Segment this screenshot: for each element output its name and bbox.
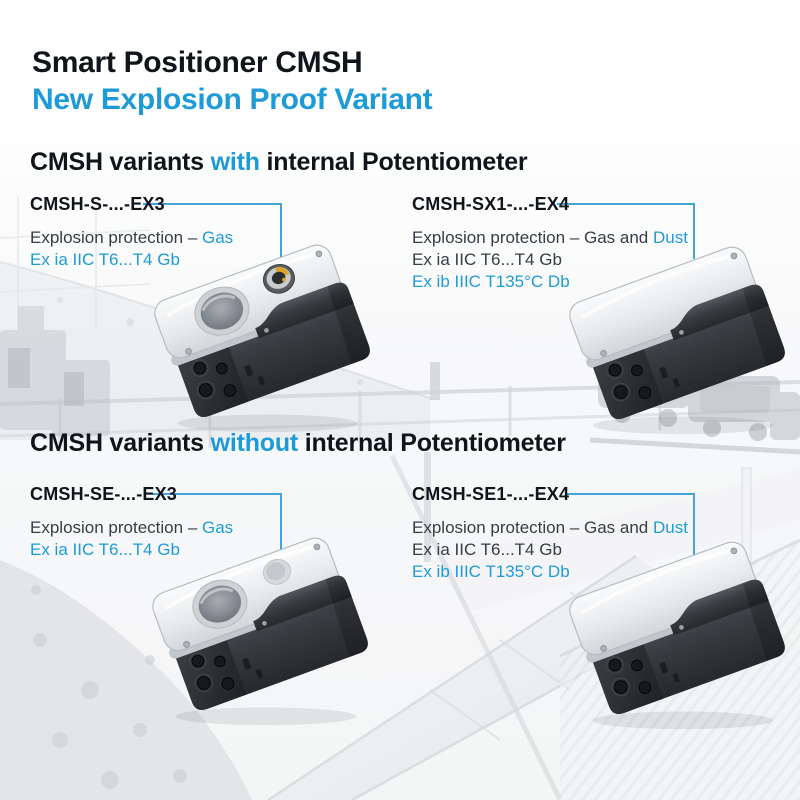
heading-highlight: without [210, 429, 299, 457]
spec-text-accent: Ex ia IIC T6...T4 Gb [30, 250, 180, 269]
spec-line: Ex ia IIC T6...T4 Gb [30, 249, 400, 271]
spec-line: Explosion protection – Gas [30, 227, 400, 249]
spec-line: Ex ia IIC T6...T4 Gb [30, 539, 400, 561]
product-callout-cmsh-se1-ex4: CMSH-SE1-...-EX4 Explosion protection – … [412, 484, 782, 583]
spec-line: Ex ia IIC T6...T4 Gb [412, 539, 782, 561]
product-callout-cmsh-se-ex3: CMSH-SE-...-EX3 Explosion protection – G… [30, 484, 400, 561]
heading-text: CMSH variants [30, 429, 211, 457]
spec-line: Ex ia IIC T6...T4 Gb [412, 249, 782, 271]
spec-text: Ex ia IIC T6...T4 Gb [412, 540, 562, 559]
spec-text: Explosion protection – Gas and [412, 518, 653, 537]
product-model-label: CMSH-SE-...-EX3 [30, 484, 178, 504]
spec-text: Explosion protection – [30, 228, 202, 247]
spec-text-accent: Dust [652, 228, 688, 247]
product-callout-cmsh-s-ex3: CMSH-S-...-EX3 Explosion protection – Ga… [30, 194, 400, 271]
spec-line: Explosion protection – Gas [30, 517, 400, 539]
product-model-label: CMSH-SX1-...-EX4 [412, 194, 570, 214]
page-subtitle: New Explosion Proof Variant [32, 83, 433, 116]
spec-line: Explosion protection – Gas and Dust [412, 517, 782, 539]
product-image-cmsh-se-with-window [148, 536, 374, 732]
spec-text: Explosion protection – Gas and [412, 228, 653, 247]
heading-text: internal Potentiometer [259, 148, 528, 176]
product-image-cmsh-s-with-knob [150, 243, 376, 439]
spec-text-accent: Ex ib IIIC T135°C Db [412, 272, 570, 291]
spec-line: Ex ib IIIC T135°C Db [412, 271, 782, 293]
heading-text: internal Potentiometer [298, 429, 566, 457]
header: Smart Positioner CMSH New Explosion Proo… [32, 44, 433, 118]
spec-text-accent: Dust [652, 518, 688, 537]
spec-line: Ex ib IIIC T135°C Db [412, 561, 782, 583]
spec-text: Ex ia IIC T6...T4 Gb [412, 250, 562, 269]
spec-line: Explosion protection – Gas and Dust [412, 227, 782, 249]
spec-text-accent: Ex ia IIC T6...T4 Gb [30, 540, 180, 559]
page-title: Smart Positioner CMSH [32, 46, 363, 79]
spec-text-accent: Gas [202, 518, 234, 537]
spec-text-accent: Ex ib IIIC T135°C Db [412, 562, 570, 581]
product-callout-cmsh-sx1-ex4: CMSH-SX1-...-EX4 Explosion protection – … [412, 194, 782, 293]
spec-text-accent: Gas [202, 228, 234, 247]
heading-text: CMSH variants [30, 148, 211, 176]
heading-highlight: with [210, 148, 260, 176]
product-model-label: CMSH-SE1-...-EX4 [412, 484, 570, 504]
section-heading-without-potentiometer: CMSH variants without internal Potentiom… [30, 429, 566, 458]
section-heading-with-potentiometer: CMSH variants with internal Potentiomete… [30, 148, 528, 177]
spec-text: Explosion protection – [30, 518, 202, 537]
product-model-label: CMSH-S-...-EX3 [30, 194, 165, 214]
